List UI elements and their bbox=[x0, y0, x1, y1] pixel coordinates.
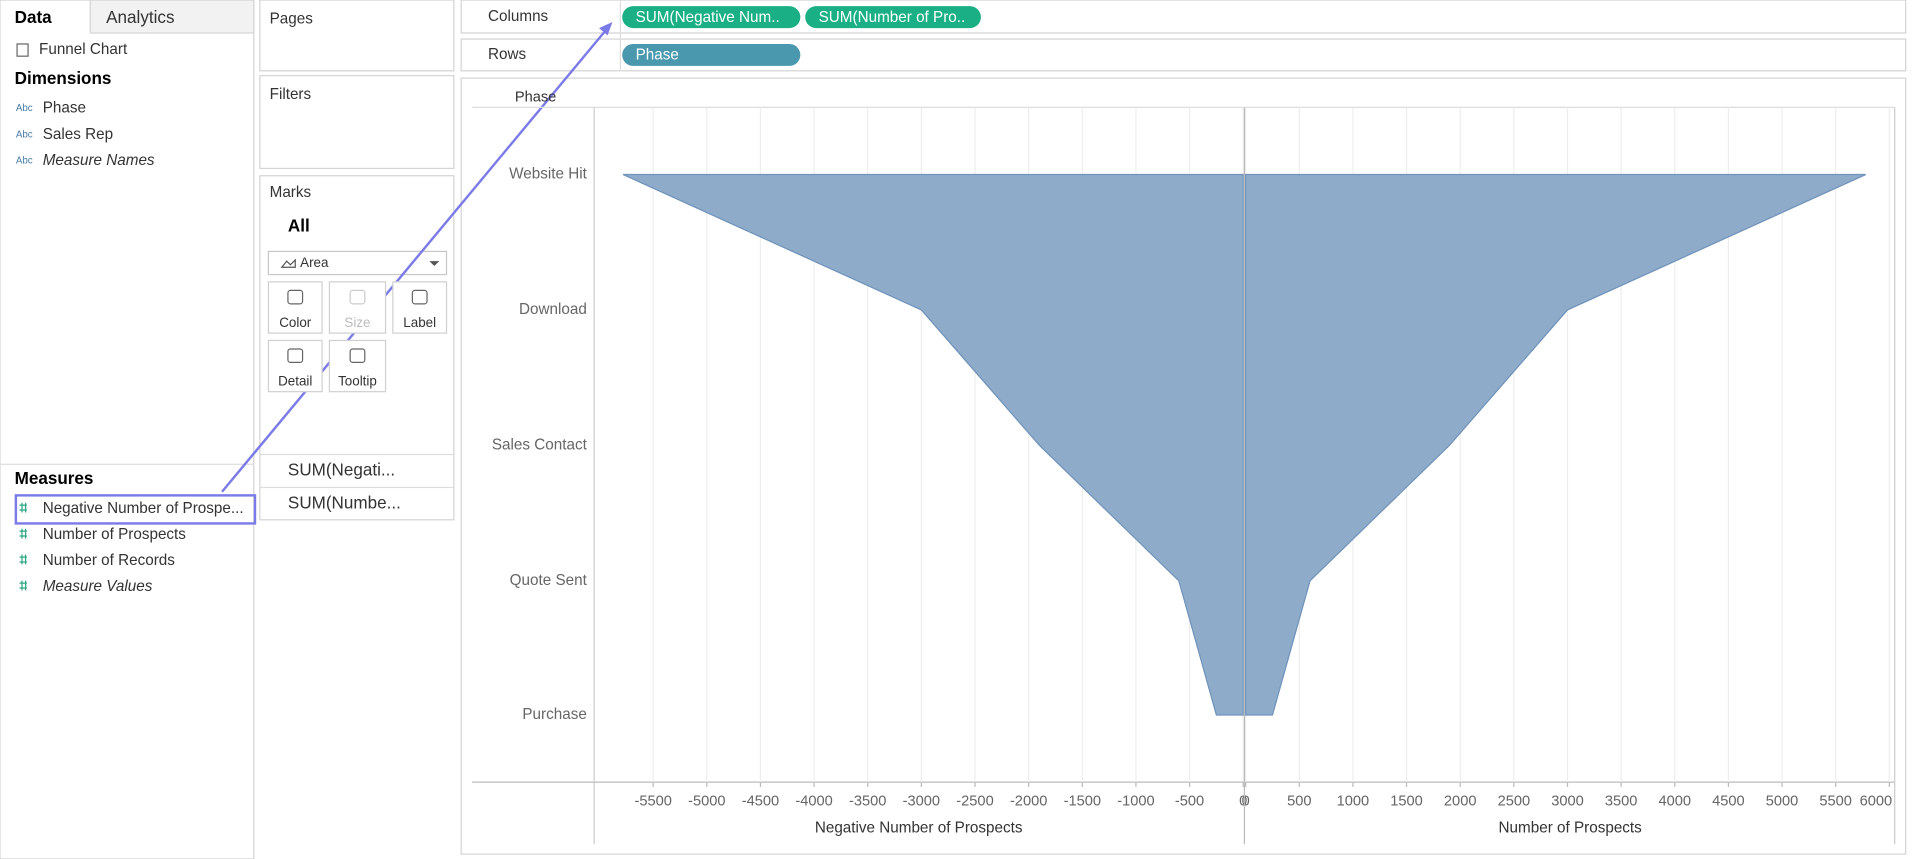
x-tick-label: 1500 bbox=[1390, 793, 1423, 809]
x-tick-label: 2000 bbox=[1444, 793, 1477, 809]
x-tick-label: 500 bbox=[1287, 793, 1311, 809]
row-pill-label: Phase bbox=[636, 47, 679, 64]
divider bbox=[259, 453, 454, 456]
x-tick-label: -4000 bbox=[795, 793, 832, 809]
rows-label: Rows bbox=[488, 46, 527, 63]
mark-button-label[interactable]: Color bbox=[279, 315, 312, 330]
area-icon bbox=[280, 258, 296, 268]
arrow-head bbox=[599, 22, 613, 36]
datasource-icon bbox=[16, 43, 29, 57]
x-tick-label: 5000 bbox=[1766, 793, 1799, 809]
measure-field[interactable]: Number of Records bbox=[43, 552, 176, 569]
pages-shelf[interactable] bbox=[259, 0, 455, 72]
drag-arrow bbox=[221, 27, 609, 493]
measure-field[interactable]: Measure Values bbox=[43, 578, 153, 595]
filters-label: Filters bbox=[270, 86, 312, 103]
divider bbox=[259, 486, 454, 489]
measure-icon bbox=[19, 528, 27, 539]
x-tick-label: -2500 bbox=[956, 793, 993, 809]
dimension-field[interactable]: Measure Names bbox=[43, 152, 155, 169]
x-axis-title: Number of Prospects bbox=[1499, 819, 1643, 836]
measure-icon bbox=[19, 554, 27, 565]
funnel-area bbox=[622, 173, 1244, 716]
mark-button-icon bbox=[349, 348, 366, 364]
highlight-box bbox=[14, 494, 257, 525]
x-tick-label: -5500 bbox=[634, 793, 671, 809]
x-tick-label: -3000 bbox=[903, 793, 940, 809]
mark-type-dropdown[interactable] bbox=[267, 250, 448, 276]
x-tick-label: 1000 bbox=[1337, 793, 1370, 809]
x-tick-label: -1000 bbox=[1117, 793, 1154, 809]
marks-label: Marks bbox=[270, 184, 312, 201]
dimensions-title: Dimensions bbox=[15, 69, 112, 88]
divider bbox=[0, 463, 254, 465]
measure-icon bbox=[19, 580, 27, 591]
mark-button-label[interactable]: Size bbox=[344, 315, 370, 330]
x-tick-label: 3500 bbox=[1605, 793, 1638, 809]
mark-button-icon bbox=[287, 348, 304, 364]
dimension-field[interactable]: Sales Rep bbox=[43, 126, 113, 143]
x-tick-label: -3500 bbox=[849, 793, 886, 809]
x-tick-label: 0 bbox=[1239, 793, 1247, 809]
funnel-area bbox=[1245, 173, 1866, 716]
mark-button-label[interactable]: Detail bbox=[278, 373, 312, 388]
y-category-label: Download bbox=[519, 301, 587, 318]
data-tab[interactable]: Data bbox=[15, 8, 53, 27]
data-pane bbox=[0, 0, 255, 859]
x-tick-label: 5500 bbox=[1819, 793, 1852, 809]
column-pill[interactable] bbox=[805, 6, 981, 29]
dimension-icon: Abc bbox=[16, 103, 33, 114]
pages-label: Pages bbox=[270, 11, 314, 28]
x-tick-label: 2500 bbox=[1498, 793, 1531, 809]
row-header: Phase bbox=[515, 90, 556, 106]
measures-title: Measures bbox=[15, 469, 94, 488]
mark-layer[interactable]: SUM(Negati... bbox=[288, 460, 395, 479]
x-tick-label: 0 bbox=[1242, 793, 1250, 809]
divider bbox=[619, 0, 621, 71]
measure-icon bbox=[19, 502, 27, 513]
x-tick-label: 3000 bbox=[1551, 793, 1584, 809]
mark-button-icon bbox=[349, 289, 366, 305]
x-tick-label: -4500 bbox=[742, 793, 779, 809]
y-category-label: Website Hit bbox=[509, 166, 587, 183]
dimension-icon: Abc bbox=[16, 129, 33, 140]
x-tick-label: -1500 bbox=[1064, 793, 1101, 809]
analytics-tab-bg[interactable] bbox=[89, 0, 255, 34]
measure-field[interactable]: Negative Number of Prospe... bbox=[43, 500, 244, 517]
dropdown-arrow bbox=[429, 261, 440, 267]
mark-button-label[interactable]: Tooltip bbox=[338, 373, 377, 388]
y-category-label: Purchase bbox=[522, 706, 586, 723]
x-tick-label: -2000 bbox=[1010, 793, 1047, 809]
y-category-label: Quote Sent bbox=[510, 572, 588, 589]
mark-type[interactable]: Area bbox=[300, 255, 329, 270]
x-tick-label: 4500 bbox=[1712, 793, 1745, 809]
mark-button-icon bbox=[411, 289, 428, 305]
x-tick-label: -5000 bbox=[688, 793, 725, 809]
x-tick-label: 4000 bbox=[1658, 793, 1691, 809]
row-pill[interactable] bbox=[622, 43, 801, 66]
x-tick-label: 6000 bbox=[1860, 793, 1893, 809]
measure-field[interactable]: Number of Prospects bbox=[43, 526, 187, 543]
columns-label: Columns bbox=[488, 8, 549, 25]
x-axis-title: Negative Number of Prospects bbox=[815, 819, 1023, 836]
mark-button-label[interactable]: Label bbox=[403, 315, 436, 330]
dimension-icon: Abc bbox=[16, 156, 33, 167]
mark-button-icon bbox=[287, 289, 304, 305]
filters-shelf[interactable] bbox=[259, 75, 455, 170]
analytics-tab[interactable]: Analytics bbox=[106, 8, 174, 27]
column-pill-label: SUM(Negative Num.. bbox=[636, 9, 780, 26]
y-category-label: Sales Contact bbox=[492, 436, 588, 453]
datasource: Funnel Chart bbox=[39, 41, 128, 58]
dimension-field[interactable]: Phase bbox=[43, 100, 86, 117]
marks-all[interactable]: All bbox=[288, 216, 310, 235]
column-pill-label: SUM(Number of Pro.. bbox=[819, 9, 966, 26]
column-pill[interactable] bbox=[622, 6, 801, 29]
x-tick-label: -500 bbox=[1175, 793, 1204, 809]
mark-layer[interactable]: SUM(Numbe... bbox=[288, 493, 401, 512]
